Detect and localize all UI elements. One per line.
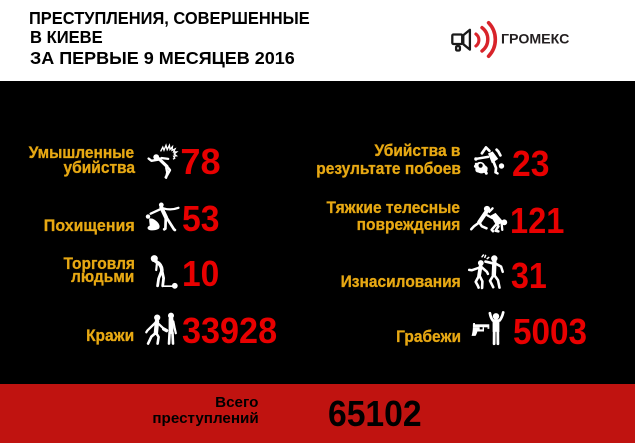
svg-text:ГРОМЕКС: ГРОМЕКС	[501, 32, 569, 48]
